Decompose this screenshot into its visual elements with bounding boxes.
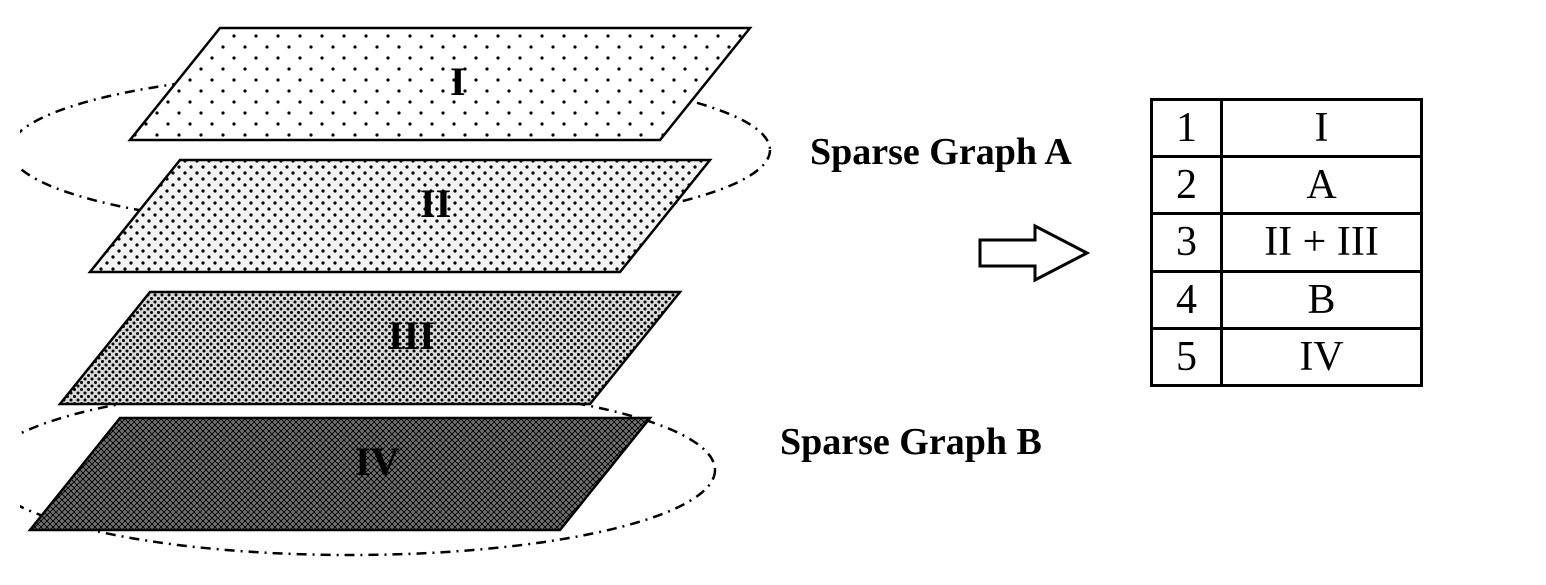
- table-row: 4 B: [1152, 271, 1422, 328]
- table-cell-value: IV: [1222, 328, 1422, 385]
- table-row: 5 IV: [1152, 328, 1422, 385]
- table-row: 2 A: [1152, 157, 1422, 214]
- layers-stack: I II III IV: [20, 20, 800, 560]
- layer-4: [30, 418, 650, 530]
- sparse-graph-a-label: Sparse Graph A: [810, 130, 1072, 174]
- table-cell-index: 4: [1152, 271, 1222, 328]
- layers-svg: [20, 20, 800, 580]
- layer-3-label: III: [388, 312, 435, 359]
- layer-1-label: I: [450, 58, 466, 105]
- table-cell-value: A: [1222, 157, 1422, 214]
- sparse-graph-b-label: Sparse Graph B: [780, 420, 1042, 464]
- table-row: 3 II + III: [1152, 214, 1422, 271]
- table-cell-index: 5: [1152, 328, 1222, 385]
- layer-2: [90, 160, 710, 272]
- layer-4-label: IV: [355, 438, 399, 485]
- table-cell-index: 1: [1152, 100, 1222, 157]
- layer-3: [60, 292, 680, 404]
- table-cell-index: 2: [1152, 157, 1222, 214]
- table-cell-value: II + III: [1222, 214, 1422, 271]
- table-cell-index: 3: [1152, 214, 1222, 271]
- mapping-table: 1 I 2 A 3 II + III 4 B 5 IV: [1150, 98, 1423, 387]
- table-row: 1 I: [1152, 100, 1422, 157]
- table-cell-value: I: [1222, 100, 1422, 157]
- arrow-icon: [975, 218, 1095, 288]
- diagram-container: I II III IV Sparse Graph A Sparse Graph …: [20, 20, 1526, 548]
- layer-1: [130, 28, 750, 140]
- layer-2-label: II: [420, 180, 451, 227]
- table-cell-value: B: [1222, 271, 1422, 328]
